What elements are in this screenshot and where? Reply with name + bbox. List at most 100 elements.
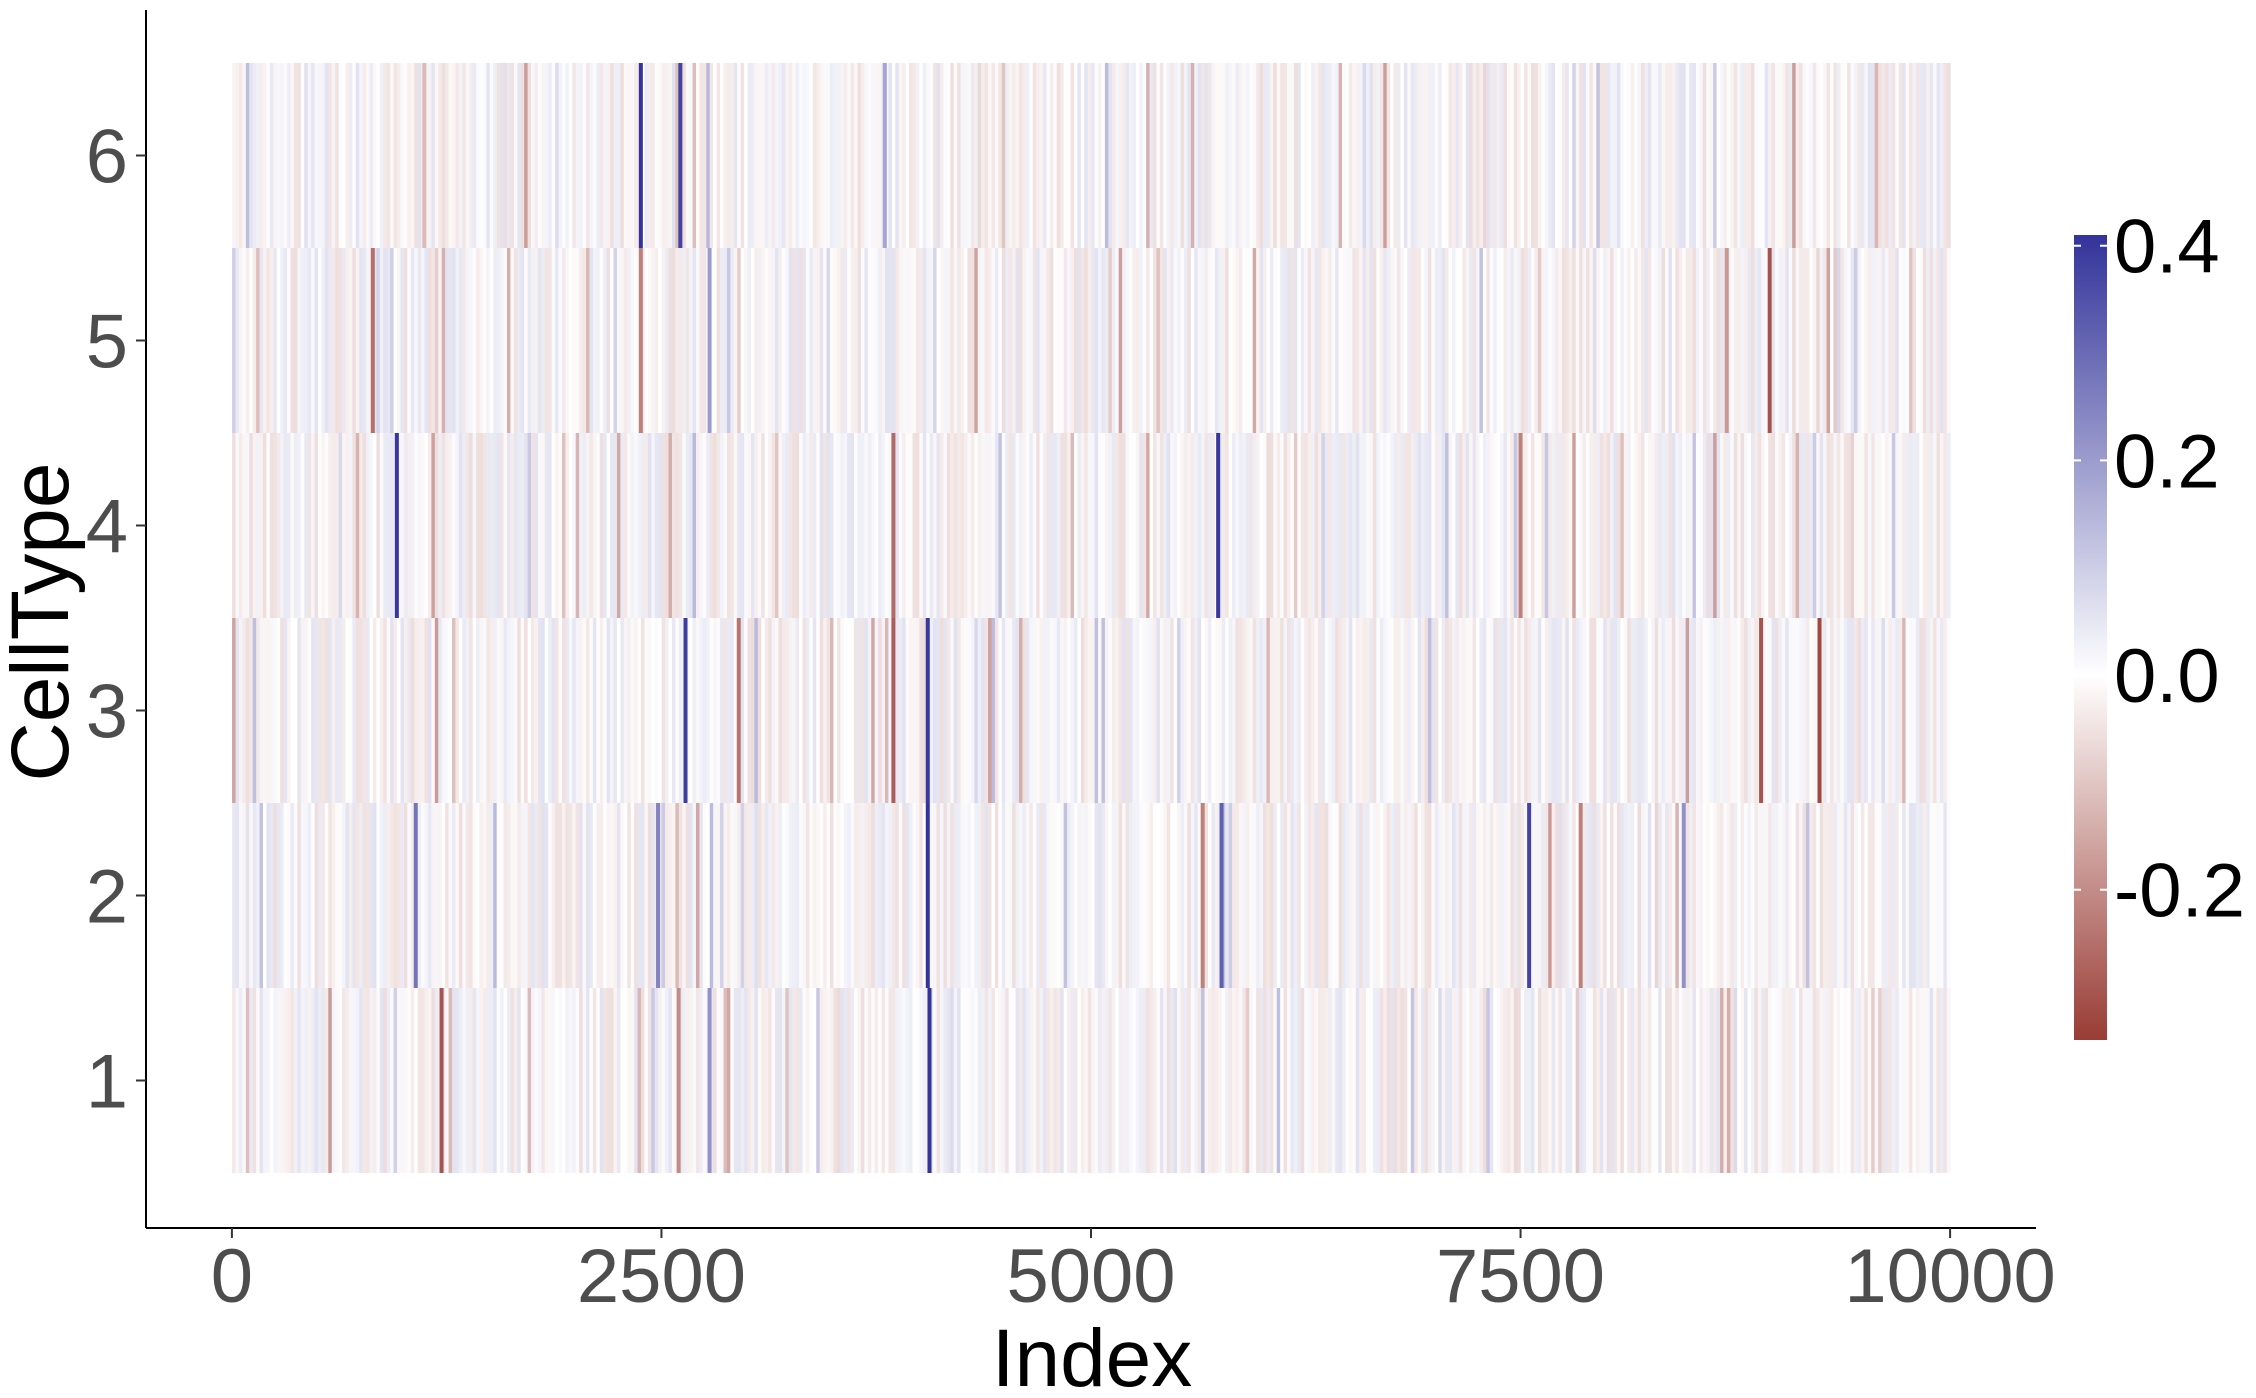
heatmap-cell xyxy=(716,248,721,433)
heatmap-cell xyxy=(1056,433,1061,618)
heatmap-cell xyxy=(1225,803,1230,988)
heatmap-cell xyxy=(1709,988,1714,1173)
heatmap-cell xyxy=(1359,988,1364,1173)
heatmap-cell xyxy=(372,618,378,803)
heatmap-cell xyxy=(1335,803,1340,988)
heatmap-cell xyxy=(1819,618,1824,803)
heatmap-cell xyxy=(476,433,481,618)
heatmap-cell xyxy=(1888,988,1893,1173)
heatmap-cell xyxy=(1489,63,1494,248)
heatmap-cell xyxy=(857,433,862,618)
heatmap-cell xyxy=(723,248,728,433)
heatmap-cell xyxy=(1448,63,1453,248)
heatmap-cell xyxy=(544,618,549,803)
heatmap-cell xyxy=(792,803,797,988)
heatmap-cell xyxy=(1695,618,1701,803)
heatmap-cell xyxy=(1867,63,1872,248)
heatmap-cell xyxy=(833,433,838,618)
heatmap-cell xyxy=(1689,618,1694,803)
heatmap-cell xyxy=(1548,803,1553,988)
heatmap-cell xyxy=(933,63,938,248)
heatmap-cell xyxy=(1142,803,1147,988)
heatmap-cell xyxy=(895,803,900,988)
heatmap-cell xyxy=(685,803,690,988)
heatmap-cell xyxy=(750,433,756,618)
heatmap-cell xyxy=(950,803,955,988)
heatmap-stripe-4-5740 xyxy=(1216,433,1221,618)
heatmap-cell xyxy=(263,988,268,1173)
heatmap-cell xyxy=(424,63,429,248)
heatmap-cell xyxy=(840,988,845,1173)
heatmap-cell xyxy=(1795,63,1800,248)
heatmap-cell xyxy=(768,803,773,988)
heatmap-stripe-2-8450 xyxy=(1681,803,1686,988)
heatmap-cell xyxy=(754,433,759,618)
heatmap-cell xyxy=(771,618,776,803)
heatmap-cell xyxy=(1912,248,1917,433)
heatmap-cell xyxy=(1496,63,1501,248)
heatmap-cell xyxy=(376,433,381,618)
heatmap-cell xyxy=(1077,803,1082,988)
heatmap-cell xyxy=(720,618,725,803)
heatmap-cell xyxy=(1190,248,1195,433)
heatmap-cell xyxy=(1513,618,1518,803)
heatmap-cell xyxy=(345,433,350,618)
heatmap-cell xyxy=(304,433,309,618)
heatmap-cell xyxy=(1266,248,1271,433)
heatmap-cell xyxy=(716,988,721,1173)
heatmap-cell xyxy=(1376,248,1381,433)
heatmap-cell xyxy=(1788,618,1793,803)
heatmap-cell xyxy=(1768,803,1773,988)
heatmap-cell xyxy=(757,248,762,433)
heatmap-cell xyxy=(1616,618,1621,803)
heatmap-cell xyxy=(1307,803,1312,988)
heatmap-cell xyxy=(682,988,687,1173)
heatmap-cell xyxy=(1252,618,1257,803)
heatmap-cell xyxy=(307,618,312,803)
heatmap-cell xyxy=(506,248,512,433)
heatmap-cell xyxy=(1668,433,1673,618)
heatmap-cell xyxy=(699,248,704,433)
heatmap-cell xyxy=(843,433,848,618)
heatmap-cell xyxy=(1077,433,1082,618)
heatmap-cell xyxy=(1039,433,1044,618)
heatmap-cell xyxy=(283,433,288,618)
heatmap-cell xyxy=(1692,63,1697,248)
heatmap-cell xyxy=(424,433,429,618)
heatmap-cell xyxy=(1180,618,1185,803)
heatmap-cell xyxy=(314,988,319,1173)
heatmap-cell xyxy=(881,433,886,618)
y-tick-label: 2 xyxy=(86,855,128,940)
heatmap-cell xyxy=(788,248,793,433)
heatmap-cell xyxy=(805,63,810,248)
heatmap-cell xyxy=(500,433,505,618)
heatmap-cell xyxy=(1713,433,1718,618)
heatmap-cell xyxy=(974,618,979,803)
heatmap-cell xyxy=(1073,248,1079,433)
heatmap-cell xyxy=(1881,248,1886,433)
heatmap-row-5 xyxy=(232,248,1951,433)
heatmap-cell xyxy=(1775,63,1780,248)
heatmap-cell xyxy=(929,63,934,248)
heatmap-cell xyxy=(884,248,890,433)
heatmap-cell xyxy=(235,433,240,618)
heatmap-cell xyxy=(888,988,893,1173)
heatmap-cell xyxy=(441,803,446,988)
heatmap-cell xyxy=(441,248,446,433)
heatmap-cell xyxy=(1280,433,1285,618)
heatmap-cell xyxy=(823,618,828,803)
heatmap-cell xyxy=(1500,63,1505,248)
heatmap-cell xyxy=(1874,248,1879,433)
heatmap-cell xyxy=(493,618,498,803)
y-tick-label: 1 xyxy=(86,1040,128,1125)
heatmap-cell xyxy=(517,248,522,433)
heatmap-cell xyxy=(1434,988,1439,1173)
heatmap-cell xyxy=(957,433,962,618)
heatmap-cell xyxy=(671,63,676,248)
heatmap-cell xyxy=(1623,803,1628,988)
heatmap-cell xyxy=(1692,248,1697,433)
heatmap-cell xyxy=(1675,803,1680,988)
heatmap-cell xyxy=(245,988,250,1173)
heatmap-cell xyxy=(472,988,477,1173)
heatmap-cell xyxy=(606,803,611,988)
